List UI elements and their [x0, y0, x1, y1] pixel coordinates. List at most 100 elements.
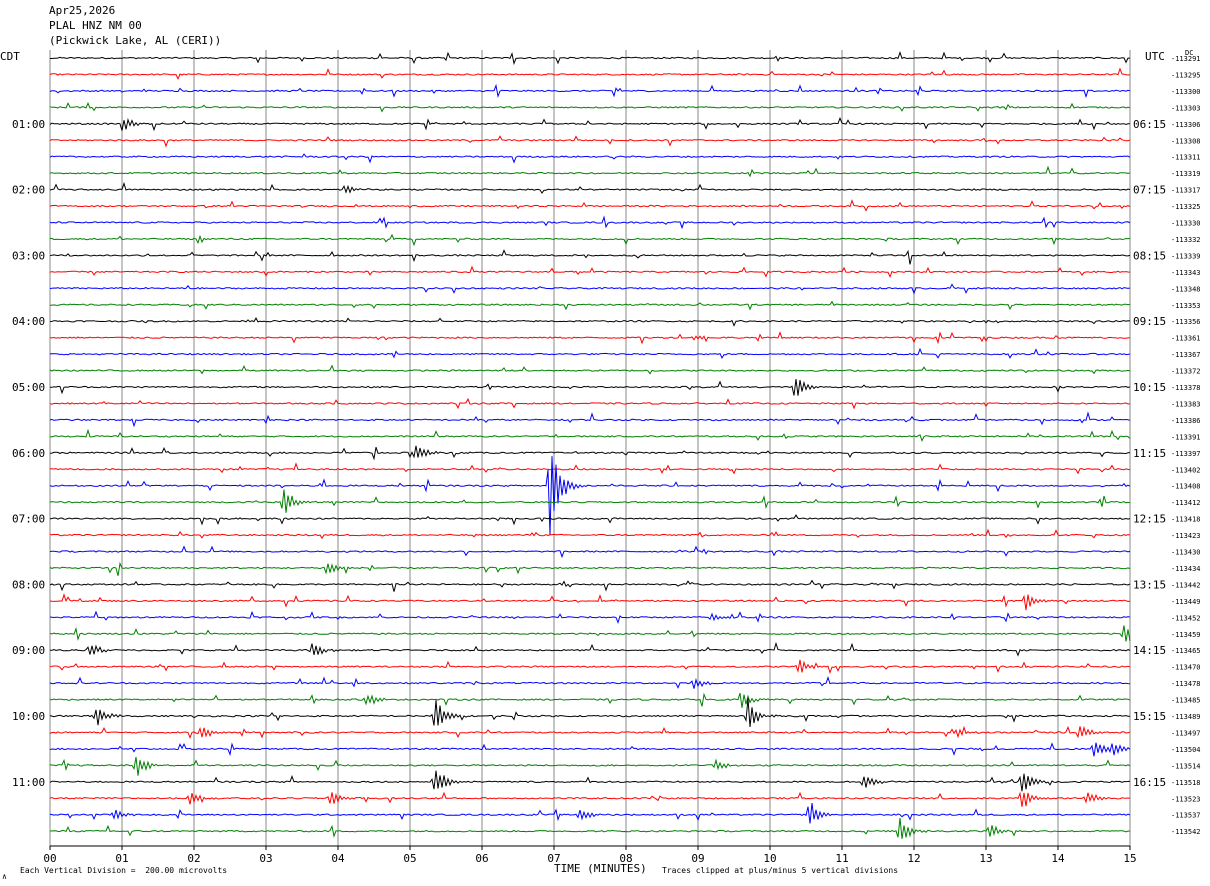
left-hour-label: 04:00 [12, 315, 45, 328]
right-hour-label: 11:15 [1133, 447, 1166, 460]
trace-offset-label: -113367 [1171, 351, 1201, 359]
trace-offset-label: -113449 [1171, 598, 1201, 606]
trace-line [49, 610, 1131, 625]
trace-line [49, 791, 1131, 807]
right-hour-label: 13:15 [1133, 578, 1166, 591]
station-location: (Pickwick Lake, AL (CERI)) [49, 34, 222, 47]
x-tick-label: 13 [979, 852, 992, 865]
left-hour-label: 07:00 [12, 513, 45, 526]
trace-line [49, 659, 1131, 675]
trace-offset-label: -113361 [1171, 335, 1201, 343]
left-hour-label: 03:00 [12, 249, 45, 262]
right-hour-labels: 06:15 07:15 08:15 09:15 10:15 11:15 12:15 13:15… [1133, 118, 1166, 789]
left-hour-label: 09:00 [12, 644, 45, 657]
trace-line [49, 692, 1131, 708]
trace-offset-label: -113537 [1171, 812, 1201, 820]
trace-offset-label: -113311 [1171, 154, 1201, 162]
x-tick-label: 09 [691, 852, 704, 865]
left-hour-label: 10:00 [12, 710, 45, 723]
trace-offset-label: -113291 [1171, 55, 1201, 63]
trace-offset-label: -113412 [1171, 499, 1201, 507]
trace-line [49, 249, 1131, 265]
trace-offset-label: -113300 [1171, 88, 1201, 96]
trace-offset-label: -113442 [1171, 581, 1201, 589]
trace-line [49, 641, 1131, 657]
x-tick-label: 08 [619, 852, 632, 865]
trace-line [50, 50, 1130, 66]
trace-line [49, 803, 1131, 824]
x-axis-title: TIME (MINUTES) [554, 862, 647, 875]
right-hour-label: 10:15 [1133, 381, 1166, 394]
trace-line [49, 102, 1131, 113]
trace-line [49, 317, 1131, 327]
trace-line [49, 579, 1131, 592]
trace-offset-label: -113353 [1171, 302, 1201, 310]
trace-offset-label: -113383 [1171, 400, 1201, 408]
trace-line [49, 265, 1131, 278]
left-hour-label: 11:00 [12, 776, 45, 789]
x-tick-label: 04 [331, 852, 345, 865]
x-tick-label: 15 [1123, 852, 1136, 865]
trace-line [49, 561, 1131, 576]
trace-line [49, 347, 1131, 359]
trace-line [49, 514, 1131, 526]
trace-offset-label: -113430 [1171, 549, 1201, 557]
trace-line [50, 379, 1131, 396]
right-timezone-label: UTC [1145, 50, 1165, 63]
trace-line [49, 698, 1130, 728]
station-name: PLAL HNZ NM 00 [49, 19, 142, 32]
left-hour-label: 06:00 [12, 447, 45, 460]
trace-offset-label: -113408 [1171, 483, 1201, 491]
trace-offset-label: -113332 [1171, 236, 1201, 244]
trace-line [49, 364, 1131, 375]
trace-line [49, 545, 1131, 559]
seismic-traces [49, 50, 1131, 839]
x-tick-label: 01 [115, 852, 128, 865]
trace-line [49, 817, 1131, 839]
trace-offset-label: -113391 [1171, 433, 1201, 441]
trace-offset-label: -113317 [1171, 187, 1201, 195]
trace-line [49, 428, 1131, 443]
trace-offset-label: -113452 [1171, 614, 1201, 622]
trace-line [49, 283, 1131, 295]
trace-offset-label: -113465 [1171, 647, 1201, 655]
trace-line [49, 676, 1131, 689]
right-hour-label: 09:15 [1133, 315, 1166, 328]
trace-offset-label: -113485 [1171, 697, 1201, 705]
trace-offset-label: -113402 [1171, 466, 1201, 474]
left-hour-label: 01:00 [12, 118, 45, 131]
right-hour-label: 08:15 [1133, 249, 1166, 262]
trace-line [49, 215, 1131, 230]
trace-offset-label: -113343 [1171, 269, 1201, 277]
right-hour-label: 14:15 [1133, 644, 1166, 657]
trace-line [49, 165, 1131, 178]
right-hour-label: 12:15 [1133, 513, 1166, 526]
x-tick-label: 12 [907, 852, 920, 865]
trace-offset-label: -113497 [1171, 729, 1201, 737]
scale-note: Each Vertical Division = 200.00 microvol… [20, 866, 228, 875]
trace-line [49, 67, 1131, 81]
trace-offset-label: -113518 [1171, 779, 1201, 787]
trace-offset-label: -113303 [1171, 104, 1201, 112]
right-corner-label: DC [1185, 49, 1194, 57]
plot-date: Apr25,2026 [49, 4, 116, 17]
trace-line [49, 625, 1131, 642]
trace-offset-label: -113295 [1171, 71, 1201, 79]
trace-line [49, 331, 1131, 345]
left-hour-label: 05:00 [12, 381, 45, 394]
clip-note: Traces clipped at plus/minus 5 vertical … [662, 866, 899, 875]
x-tick-label: 00 [43, 852, 56, 865]
x-tick-label: 07 [547, 852, 560, 865]
trace-line [49, 300, 1131, 311]
trace-offset-label: -113372 [1171, 368, 1201, 376]
trace-offset-label: -113378 [1171, 384, 1201, 392]
trace-offset-label: -113356 [1171, 318, 1201, 326]
trace-offset-label: -113523 [1171, 795, 1201, 803]
trace-line [49, 725, 1131, 739]
trace-offset-label: -113434 [1171, 565, 1201, 573]
time-grid [49, 50, 1131, 846]
trace-offset-label: -113319 [1171, 170, 1201, 178]
trace-offset-label: -113504 [1171, 746, 1201, 754]
time-axis: 00 01 02 03 04 05 06 07 08 09 10 11 12 13 14 15 [43, 845, 1137, 865]
